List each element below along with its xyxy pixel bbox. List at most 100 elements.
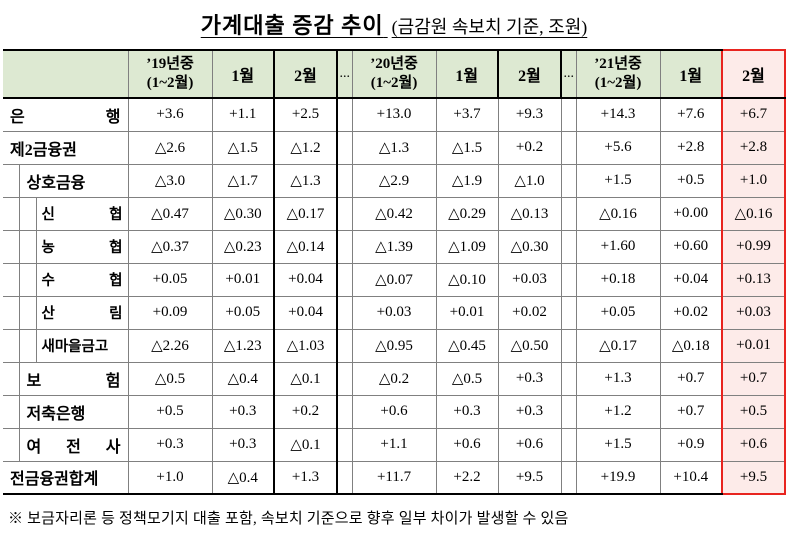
header-range-21: (1~2월) bbox=[594, 75, 642, 91]
value-cell: △0.50 bbox=[497, 328, 562, 363]
value-cell: +7.6 bbox=[659, 97, 723, 132]
value-cell: +0.05 bbox=[127, 262, 213, 297]
indent-spacer bbox=[3, 427, 20, 462]
value-cell: △1.5 bbox=[211, 130, 275, 165]
value-cell: +2.8 bbox=[659, 130, 723, 165]
table-row: 신 협 △0.47 △0.30 △0.17 △0.42 △0.29 △0.13 △0.16 +0… bbox=[3, 196, 787, 231]
value-cell: △0.18 bbox=[659, 328, 723, 363]
header-year-20: ’20년중 bbox=[370, 56, 418, 73]
row-label: 여 전 사 bbox=[18, 427, 129, 462]
table-row: 전금융권합계 +1.0 △0.4 +1.3 +11.7 +2.2 +9.5 +19.9 +10.… bbox=[3, 460, 787, 495]
value-cell: △0.42 bbox=[351, 196, 437, 231]
value-cell: +14.3 bbox=[575, 97, 661, 132]
gap-cell bbox=[336, 262, 353, 297]
value-cell: △0.4 bbox=[211, 361, 275, 396]
row-label: 상호금융 bbox=[18, 163, 129, 198]
value-cell: △1.9 bbox=[435, 163, 499, 198]
indent-spacer bbox=[3, 163, 20, 198]
value-cell: △1.5 bbox=[435, 130, 499, 165]
value-cell: +1.1 bbox=[351, 427, 437, 462]
value-cell: △1.3 bbox=[351, 130, 437, 165]
row-label: 수 협 bbox=[35, 262, 129, 297]
gap-cell bbox=[336, 97, 353, 132]
footnote: ※ 보금자리론 등 정책모기지 대출 포함, 속보치 기준으로 향후 일부 차이… bbox=[8, 511, 569, 527]
value-cell: +0.01 bbox=[211, 262, 275, 297]
value-cell: △1.09 bbox=[435, 229, 499, 264]
gap-cell bbox=[560, 262, 577, 297]
value-cell: △0.17 bbox=[273, 196, 339, 231]
value-cell: +0.6 bbox=[351, 394, 437, 429]
value-cell: +10.4 bbox=[659, 460, 723, 495]
header-year-19: ’19년중 bbox=[146, 56, 194, 73]
table-row: 여 전 사 +0.3 +0.3 △0.1 +1.1 +0.6 +0.6 +1.5 +0.9 +0.… bbox=[3, 427, 787, 462]
value-cell: +0.01 bbox=[435, 295, 499, 330]
title-sub: (금감원 속보치 기준, 조원) bbox=[391, 17, 588, 37]
value-cell: △1.7 bbox=[211, 163, 275, 198]
value-cell: △0.07 bbox=[351, 262, 437, 297]
gap-cell bbox=[560, 394, 577, 429]
value-cell: +1.5 bbox=[575, 163, 661, 198]
row-label: 농 협 bbox=[35, 229, 129, 264]
value-cell: +0.02 bbox=[659, 295, 723, 330]
header-jan-20: 1월 bbox=[435, 49, 499, 99]
value-cell: +0.5 bbox=[127, 394, 213, 429]
value-cell: +0.7 bbox=[659, 394, 723, 429]
value-cell: +0.3 bbox=[497, 361, 562, 396]
value-cell: +0.6 bbox=[721, 427, 787, 462]
value-cell: +13.0 bbox=[351, 97, 437, 132]
gap-cell bbox=[560, 427, 577, 462]
value-cell: +2.8 bbox=[721, 130, 787, 165]
value-cell: △1.3 bbox=[273, 163, 339, 198]
value-cell: △0.29 bbox=[435, 196, 499, 231]
value-cell: +0.04 bbox=[273, 262, 339, 297]
value-cell: △1.23 bbox=[211, 328, 275, 363]
header-range-19: (1~2월) bbox=[146, 75, 194, 91]
value-cell: △0.45 bbox=[435, 328, 499, 363]
value-cell: +0.9 bbox=[659, 427, 723, 462]
header-label-cell bbox=[3, 49, 129, 99]
indent-spacer bbox=[3, 394, 20, 429]
table-row: 상호금융 △3.0 △1.7 △1.3 △2.9 △1.9 △1.0 +1.5 +0.5 +1.0 bbox=[3, 163, 787, 198]
value-cell: △0.4 bbox=[211, 460, 275, 495]
value-cell: △0.1 bbox=[273, 427, 339, 462]
table-row: 산 림 +0.09 +0.05 +0.04 +0.03 +0.01 +0.02 +0.05 +0… bbox=[3, 295, 787, 330]
value-cell: △0.17 bbox=[575, 328, 661, 363]
value-cell: △0.47 bbox=[127, 196, 213, 231]
table-row: 농 협 △0.37 △0.23 △0.14 △1.39 △1.09 △0.30 +1.60 +0… bbox=[3, 229, 787, 264]
value-cell: △0.2 bbox=[351, 361, 437, 396]
value-cell: +0.3 bbox=[497, 394, 562, 429]
value-cell: +1.2 bbox=[575, 394, 661, 429]
value-cell: +6.7 bbox=[721, 97, 787, 132]
value-cell: △2.9 bbox=[351, 163, 437, 198]
gap-cell bbox=[560, 328, 577, 363]
row-label: 제2금융권 bbox=[3, 130, 129, 165]
table-row: 수 협 +0.05 +0.01 +0.04 △0.07 △0.10 +0.03 +0.18 +0… bbox=[3, 262, 787, 297]
table-row: 보 험 △0.5 △0.4 △0.1 △0.2 △0.5 +0.3 +1.3 +0.7 +0.7 bbox=[3, 361, 787, 396]
header-total-20: ’20년중 (1~2월) bbox=[351, 49, 437, 99]
header-gap-1: ... bbox=[336, 49, 353, 99]
gap-cell bbox=[560, 196, 577, 231]
value-cell: +5.6 bbox=[575, 130, 661, 165]
value-cell: +0.05 bbox=[575, 295, 661, 330]
row-label: 저축은행 bbox=[18, 394, 129, 429]
header-total-19: ’19년중 (1~2월) bbox=[127, 49, 213, 99]
row-label: 신 협 bbox=[35, 196, 129, 231]
indent-spacer bbox=[18, 262, 37, 297]
value-cell: +1.3 bbox=[273, 460, 339, 495]
table-row: 제2금융권 △2.6 △1.5 △1.2 △1.3 △1.5 +0.2 +5.6 +2.8 +2.… bbox=[3, 130, 787, 165]
value-cell: +0.6 bbox=[435, 427, 499, 462]
table-row: 저축은행 +0.5 +0.3 +0.2 +0.6 +0.3 +0.3 +1.2 +0.7 +0.5 bbox=[3, 394, 787, 429]
value-cell: △0.23 bbox=[211, 229, 275, 264]
value-cell: +1.0 bbox=[127, 460, 213, 495]
value-cell: △1.0 bbox=[497, 163, 562, 198]
household-loan-table: ’19년중 (1~2월) 1월 2월 ... ’20년중 (1~2월) 1월 2… bbox=[3, 49, 787, 495]
row-label: 새마을금고 bbox=[35, 328, 129, 363]
value-cell: △0.14 bbox=[273, 229, 339, 264]
row-label: 은 행 bbox=[3, 97, 129, 132]
gap-cell bbox=[560, 229, 577, 264]
indent-spacer bbox=[3, 196, 20, 231]
indent-spacer bbox=[18, 229, 37, 264]
value-cell: +1.60 bbox=[575, 229, 661, 264]
indent-spacer bbox=[3, 361, 20, 396]
value-cell: △0.5 bbox=[127, 361, 213, 396]
